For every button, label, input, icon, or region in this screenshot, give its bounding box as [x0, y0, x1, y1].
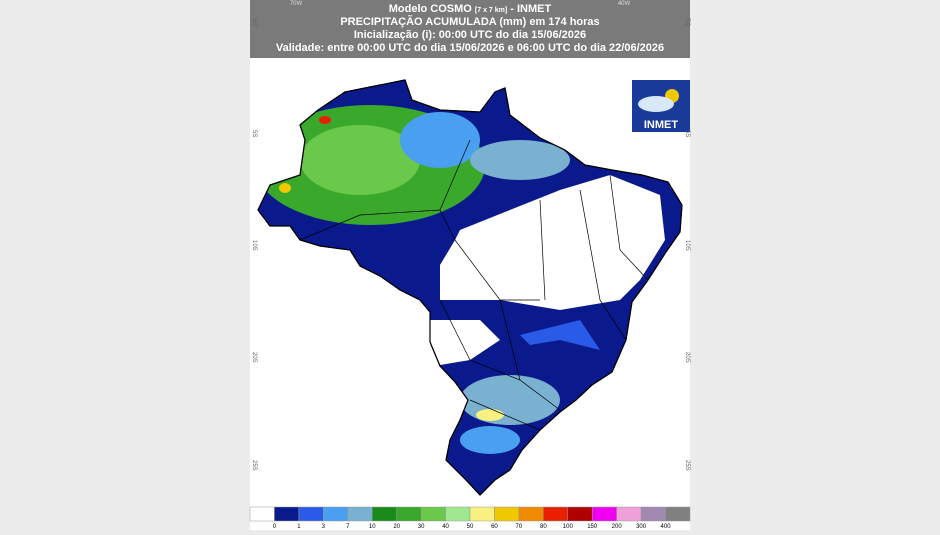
country-border: [257, 79, 683, 496]
legend-swatch: [494, 506, 520, 522]
legend-label: 30: [418, 524, 425, 530]
legend-swatch: [591, 506, 617, 522]
longitude-label: 70W: [290, 1, 303, 7]
legend-label: 1: [297, 524, 301, 530]
legend-label: 20: [393, 524, 400, 530]
legend: 0 1 3 7 10 20 30 40 50 60 70 80 100 150 200 300 400: [249, 506, 691, 530]
latitude-label: 25S: [684, 460, 690, 471]
latitude-label: 20S: [684, 352, 690, 363]
legend-label: 200: [612, 524, 623, 530]
legend-swatch: [323, 506, 349, 522]
logo: INMET: [632, 80, 690, 132]
legend-label: 7: [346, 524, 350, 530]
legend-swatch: [567, 506, 593, 522]
legend-label: 0: [273, 524, 277, 530]
latitude-label: 25S: [251, 460, 257, 471]
legend-swatch: [347, 506, 373, 522]
legend-swatch: [371, 506, 397, 522]
legend-label: 80: [540, 524, 547, 530]
latitude-label: 20S: [251, 352, 257, 363]
graticule-labels: 70W 40W EQ 5S 10S 20S 25S EQ 5S 10S 20S 25S: [251, 1, 690, 471]
latitude-label: 5S: [251, 130, 257, 137]
legend-swatch: [249, 506, 275, 522]
latitude-label: EQ: [684, 18, 690, 27]
latitude-label: 10S: [684, 240, 690, 251]
legend-swatch: [396, 506, 422, 522]
legend-swatch: [420, 506, 446, 522]
legend-swatch: [665, 506, 691, 522]
latitude-label: EQ: [251, 18, 257, 27]
longitude-label: 40W: [618, 1, 631, 7]
resolution: [7 x 7 km]: [475, 7, 507, 14]
model: Modelo COSMO: [389, 3, 473, 15]
legend-label: 50: [467, 524, 474, 530]
legend-swatch: [640, 506, 666, 522]
legend-label: 40: [442, 524, 449, 530]
legend-label: 3: [322, 524, 326, 530]
legend-swatch: [469, 506, 495, 522]
legend-swatch: [543, 506, 569, 522]
legend-label: 300: [636, 524, 647, 530]
legend-label: 10: [369, 524, 376, 530]
legend-label: 150: [587, 524, 598, 530]
latitude-label: 10S: [251, 240, 257, 251]
header-line1: Modelo COSMO [7 x 7 km] - INMET: [389, 3, 552, 15]
legend-swatch: [274, 506, 300, 522]
legend-swatch: [298, 506, 324, 522]
source: - INMET: [510, 3, 551, 15]
title: PRECIPITAÇÃO ACUMULADA (mm) em 174 horas: [340, 15, 599, 28]
legend-swatch: [616, 506, 642, 522]
latitude-label: 5S: [684, 130, 690, 137]
initialization: Inicialização (i): 00:00 UTC do dia 15/0…: [354, 29, 586, 41]
legend-swatch: [518, 506, 544, 522]
validity: Validade: entre 00:00 UTC do dia 15/06/2…: [276, 42, 664, 54]
legend-label: 400: [661, 524, 672, 530]
logo-text: INMET: [644, 119, 679, 131]
header-band: [250, 0, 690, 58]
legend-swatch: [445, 506, 471, 522]
legend-label: 60: [491, 524, 498, 530]
state-borders: [299, 139, 649, 431]
legend-label: 100: [563, 524, 574, 530]
legend-label: 70: [516, 524, 523, 530]
